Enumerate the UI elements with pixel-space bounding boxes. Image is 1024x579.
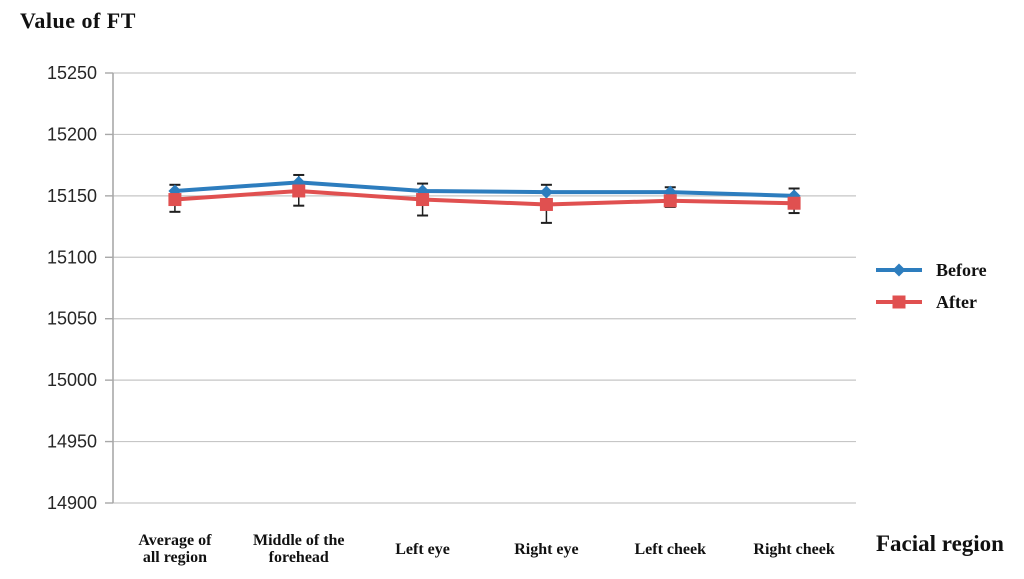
before-line	[174, 180, 795, 198]
after-legend-marker-icon	[876, 295, 922, 309]
legend: Before After	[876, 254, 987, 318]
y-tick-label: 15250	[47, 63, 97, 83]
y-tick-label: 14950	[47, 432, 97, 452]
legend-label: After	[936, 291, 977, 312]
after-marker	[292, 184, 306, 198]
x-axis-label: Left cheek	[634, 540, 707, 558]
after-marker	[539, 197, 553, 211]
y-axis-title: Value of FT	[20, 8, 136, 33]
x-axis-label: Average of all region	[138, 532, 212, 566]
after-marker	[787, 196, 801, 210]
legend-item-before: Before	[876, 254, 987, 286]
after-marker	[663, 194, 677, 208]
x-axis-label: Middle of the forehead	[252, 532, 345, 566]
y-tick-label: 15100	[47, 247, 97, 267]
y-tick-label: 15150	[47, 186, 97, 206]
after-marker	[168, 193, 182, 207]
legend-label: Before	[936, 259, 987, 280]
after-marker	[416, 193, 430, 207]
x-axis-labels: Average of all region Middle of the forehea…	[0, 527, 1024, 575]
before-legend-marker-icon	[876, 263, 922, 277]
y-tick-label: 14900	[47, 493, 97, 513]
y-tick-label: 15000	[47, 370, 97, 390]
after-line	[174, 188, 795, 207]
legend-item-after: After	[876, 286, 987, 318]
x-axis-label: Right cheek	[753, 540, 835, 558]
before-marker	[539, 185, 553, 199]
y-tick-label: 15200	[47, 124, 97, 144]
y-tick-label: 15050	[47, 309, 97, 329]
x-axis-label: Left eye	[395, 540, 450, 558]
x-axis-label: Right eye	[514, 540, 579, 558]
x-axis-title: Facial region	[876, 531, 1004, 556]
